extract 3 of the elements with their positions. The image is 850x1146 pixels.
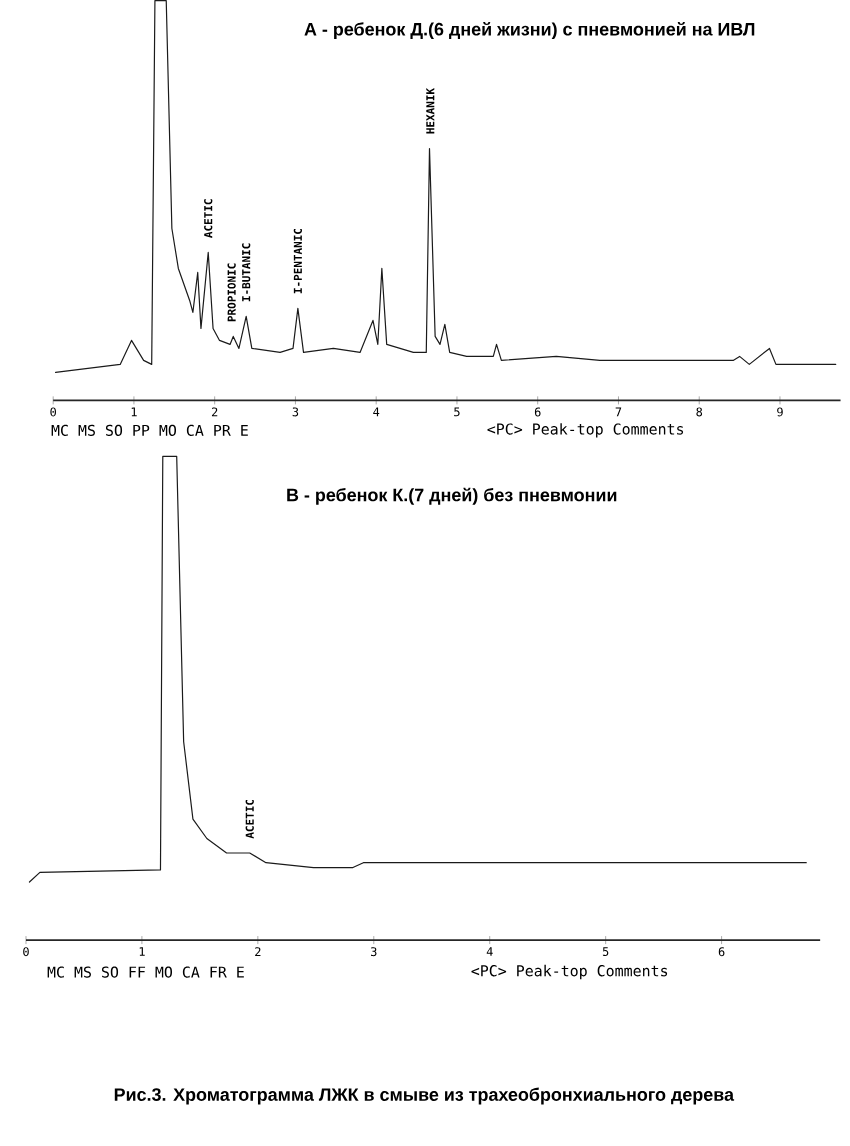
text: В - ребенок К.(7 дней) без пневмонии — [287, 487, 617, 505]
text: Рис.3. Хроматограмма ЛЖК в смыве из трахеобронхиального дерева — [115, 1087, 735, 1105]
text: А - ребенок Д.(6 дней жизни) с пневмонией на ИВЛ — [304, 22, 755, 40]
